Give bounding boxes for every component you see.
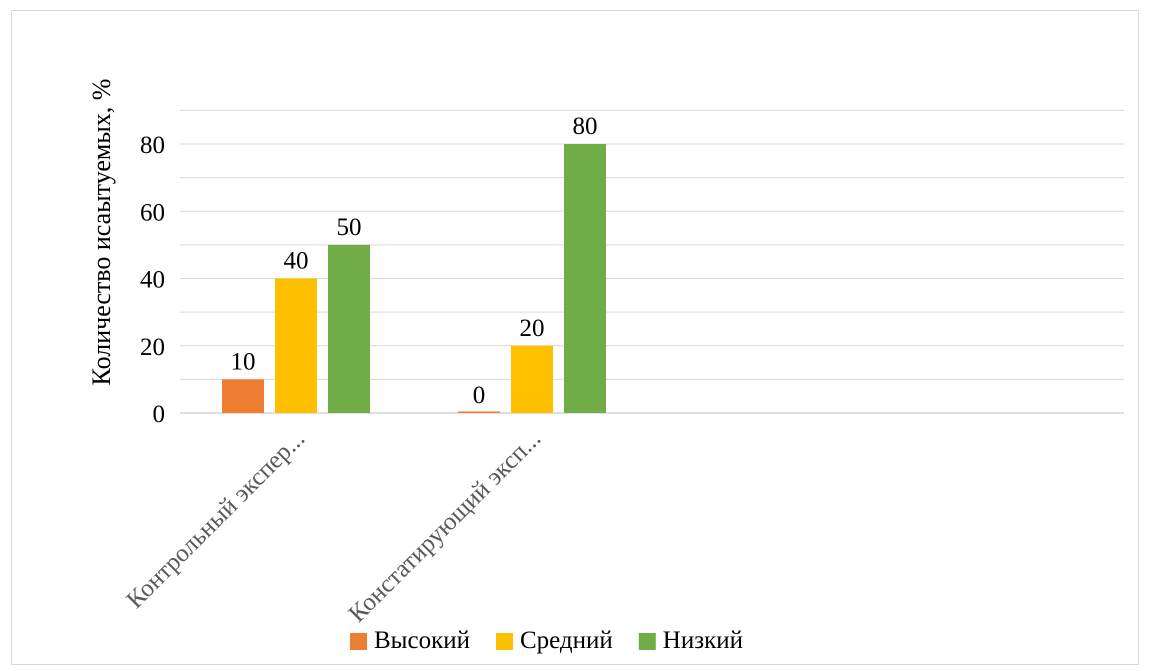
legend-label: Высокий — [374, 627, 470, 654]
y-tick-label: 60 — [140, 199, 165, 226]
data-label: 20 — [520, 315, 545, 342]
y-axis-label: Количество исаытуемых, % — [87, 79, 116, 386]
data-label: 50 — [337, 214, 362, 241]
data-label: 40 — [284, 248, 309, 275]
legend: Высокий Средний Низкий — [350, 627, 743, 654]
bar — [275, 278, 317, 413]
bar — [511, 345, 553, 413]
bar — [564, 144, 606, 413]
y-tick-label: 20 — [140, 334, 165, 361]
bar — [458, 411, 500, 413]
category-label: Контрольный экспер... — [121, 425, 310, 614]
bar — [328, 244, 370, 413]
y-axis-ticks: 0 20 40 60 80 — [140, 132, 165, 428]
y-tick-label: 40 — [140, 267, 165, 294]
data-label: 0 — [473, 382, 486, 409]
gridlines — [180, 109, 1124, 414]
bars — [222, 144, 606, 413]
legend-label: Низкий — [663, 627, 743, 654]
legend-swatch — [350, 633, 367, 650]
data-label: 10 — [231, 348, 256, 375]
data-label: 80 — [573, 113, 598, 140]
y-tick-label: 80 — [140, 132, 165, 159]
legend-swatch — [638, 633, 656, 650]
data-labels: 10 40 50 0 20 80 — [231, 113, 598, 409]
y-tick-label: 0 — [153, 401, 166, 428]
category-labels: Контрольный экспер... Констатирующий эксп… — [121, 425, 546, 628]
category-label: Констатирующий эксп... — [344, 425, 547, 628]
legend-label: Средний — [520, 627, 613, 654]
legend-swatch — [495, 633, 513, 650]
bar — [222, 379, 264, 413]
